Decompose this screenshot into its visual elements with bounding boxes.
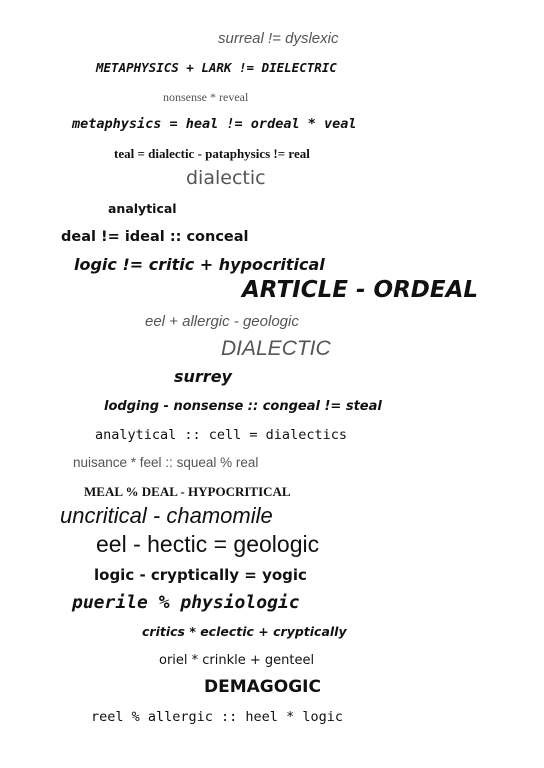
text-line-17: MEAL % DEAL - HYPOCRITICAL xyxy=(84,484,291,499)
text-line-24: DEMAGOGIC xyxy=(204,677,321,697)
text-line-6: dialectic xyxy=(186,167,266,189)
text-line-7: analytical xyxy=(108,201,177,216)
text-line-22: critics * eclectic + cryptically xyxy=(142,624,347,639)
text-line-11: eel + allergic - geologic xyxy=(145,313,299,330)
text-line-10: ARTICLE - ORDEAL xyxy=(242,277,479,303)
text-line-5: teal = dialectic - pataphysics != real xyxy=(114,146,310,161)
text-line-12: DIALECTIC xyxy=(221,337,331,360)
text-line-19: eel - hectic = geologic xyxy=(96,531,320,557)
text-line-25: reel % allergic :: heel * logic xyxy=(91,709,343,725)
text-line-8: deal != ideal :: conceal xyxy=(61,229,249,245)
text-line-3: nonsense * reveal xyxy=(163,90,249,104)
text-line-21: puerile % physiologic xyxy=(72,592,300,613)
text-line-2: METAPHYSICS + LARK != DIELECTRIC xyxy=(96,60,337,75)
text-line-14: lodging - nonsense :: congeal != steal xyxy=(104,399,382,414)
text-line-20: logic - cryptically = yogic xyxy=(94,566,307,584)
text-line-1: surreal != dyslexic xyxy=(218,30,339,47)
text-line-15: analytical :: cell = dialectics xyxy=(95,427,347,443)
text-line-23: oriel * crinkle + genteel xyxy=(159,653,315,668)
text-line-9: logic != critic + hypocritical xyxy=(74,255,325,274)
text-line-4: metaphysics = heal != ordeal * veal xyxy=(72,116,357,132)
text-line-13: surrey xyxy=(174,367,232,386)
text-line-18: uncritical - chamomile xyxy=(60,503,273,528)
text-line-16: nuisance * feel :: squeal % real xyxy=(73,455,259,470)
